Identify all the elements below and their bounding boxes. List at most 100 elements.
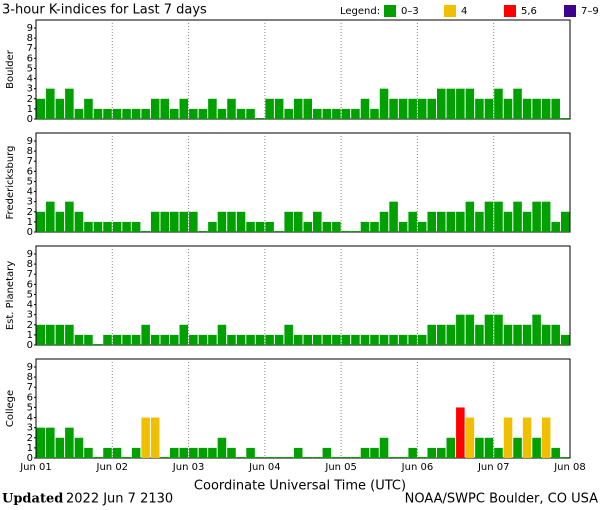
bar — [112, 447, 122, 458]
bar — [427, 324, 436, 345]
bar — [475, 324, 484, 345]
bar — [198, 231, 208, 232]
bar — [170, 334, 179, 345]
bar — [560, 334, 570, 345]
bar — [322, 221, 332, 232]
bar — [122, 334, 131, 345]
bar — [427, 447, 436, 458]
bar — [398, 334, 408, 345]
bar — [494, 447, 503, 458]
y-tick-label: 5 — [27, 63, 33, 74]
bar — [189, 108, 198, 119]
bar — [532, 314, 541, 345]
bar — [131, 108, 141, 119]
bar — [475, 98, 484, 119]
bar — [322, 334, 332, 345]
bar — [284, 108, 293, 119]
bar — [551, 98, 560, 119]
bar — [122, 457, 131, 458]
bar — [93, 221, 103, 232]
bar — [150, 211, 160, 232]
bar — [379, 211, 389, 232]
bar — [437, 211, 446, 232]
y-tick-label: 6 — [27, 166, 33, 177]
panel-label: College — [5, 390, 16, 427]
bar — [456, 211, 465, 232]
bar — [541, 417, 551, 458]
bar — [255, 457, 265, 458]
bar — [189, 447, 198, 458]
x-tick-label: Jun 07 — [477, 462, 510, 473]
bar — [494, 88, 503, 119]
bar — [341, 108, 351, 119]
y-tick-label: 3 — [27, 310, 33, 321]
y-tick-label: 7 — [27, 43, 33, 54]
bar — [446, 88, 456, 119]
panel-frame — [35, 358, 571, 459]
legend-swatch — [504, 5, 516, 17]
bar — [227, 98, 236, 119]
bar — [370, 108, 379, 119]
bar — [446, 437, 456, 458]
bar — [370, 447, 379, 458]
bar — [408, 211, 417, 232]
bar — [170, 447, 179, 458]
y-tick-label: 2 — [27, 320, 33, 331]
bar — [379, 437, 389, 458]
bar — [427, 211, 436, 232]
bar — [55, 324, 65, 345]
x-tick-label: Jun 01 — [19, 462, 52, 473]
y-tick-label: 2 — [27, 433, 33, 444]
legend-title: Legend: — [340, 6, 380, 17]
y-tick-label: 0 — [27, 227, 33, 238]
bar — [370, 334, 379, 345]
bar — [379, 88, 389, 119]
legend-label: 5,6 — [521, 6, 537, 17]
bar — [437, 324, 446, 345]
bar — [484, 98, 494, 119]
bar — [370, 221, 379, 232]
bar — [484, 201, 494, 232]
bar — [475, 211, 484, 232]
bar — [255, 334, 265, 345]
bar — [170, 211, 179, 232]
bar — [55, 437, 65, 458]
bar — [274, 457, 284, 458]
y-tick-label: 8 — [27, 372, 33, 383]
legend-swatch — [564, 5, 576, 17]
y-tick-label: 4 — [27, 74, 33, 85]
bar — [141, 417, 150, 458]
y-tick-label: 2 — [27, 207, 33, 218]
bar — [170, 108, 179, 119]
updated-label: Updated — [2, 492, 63, 507]
bar — [103, 108, 112, 119]
bar — [503, 98, 513, 119]
bar — [551, 324, 560, 345]
bar — [236, 334, 246, 345]
bar — [446, 211, 456, 232]
bar — [456, 314, 465, 345]
bar — [112, 108, 122, 119]
bar — [179, 211, 189, 232]
bar — [522, 324, 532, 345]
bar — [265, 221, 274, 232]
bar — [551, 447, 560, 458]
bar — [179, 324, 189, 345]
bar — [141, 108, 150, 119]
bar — [522, 417, 532, 458]
panel-label: Boulder — [5, 49, 16, 89]
y-tick-label: 1 — [27, 104, 33, 115]
x-tick-label: Jun 04 — [248, 462, 281, 473]
bar — [379, 334, 389, 345]
bar — [93, 344, 103, 345]
y-tick-label: 1 — [27, 217, 33, 228]
bar — [131, 221, 141, 232]
bar — [236, 211, 246, 232]
bar — [284, 324, 293, 345]
bar — [265, 457, 274, 458]
bar — [284, 211, 293, 232]
bar — [36, 211, 46, 232]
bar — [484, 437, 494, 458]
bar — [265, 334, 274, 345]
bar — [36, 324, 46, 345]
